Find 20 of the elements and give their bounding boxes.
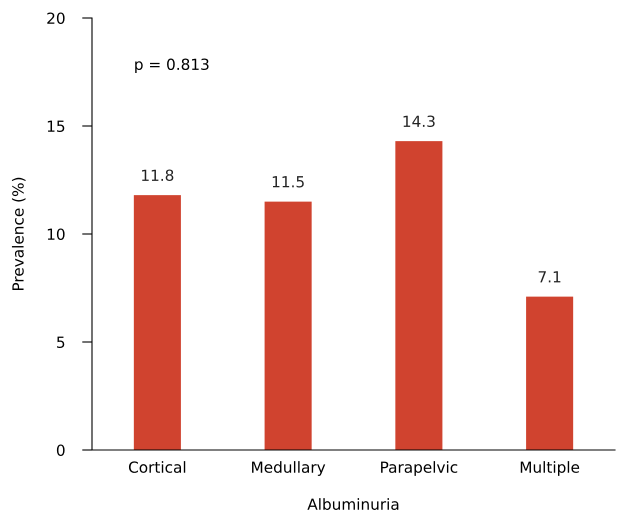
y-tick-label: 0 xyxy=(56,444,65,456)
x-axis-title: Albuminuria xyxy=(307,498,398,510)
data-label: 14.3 xyxy=(404,115,435,128)
bar xyxy=(526,296,574,450)
x-tick-label: Cortical xyxy=(128,461,186,473)
data-label: 7.1 xyxy=(538,271,560,282)
x-tick-label: Multiple xyxy=(520,461,580,476)
bar xyxy=(395,141,442,450)
y-tick-label: 20 xyxy=(47,12,65,24)
y-axis-title: Prevalence (%) xyxy=(12,178,26,290)
y-tick-label: 10 xyxy=(48,228,65,240)
x-tick-label: Medullary xyxy=(252,461,326,476)
bar xyxy=(134,195,181,450)
y-tick-label: 15 xyxy=(48,120,64,132)
data-label: 11.5 xyxy=(272,176,304,188)
y-tick-label: 5 xyxy=(57,336,64,348)
x-tick-label: Parapelvic xyxy=(381,461,458,476)
bar xyxy=(264,202,312,450)
data-label: 11.8 xyxy=(142,169,174,182)
annotation: p = 0.813 xyxy=(135,58,209,74)
